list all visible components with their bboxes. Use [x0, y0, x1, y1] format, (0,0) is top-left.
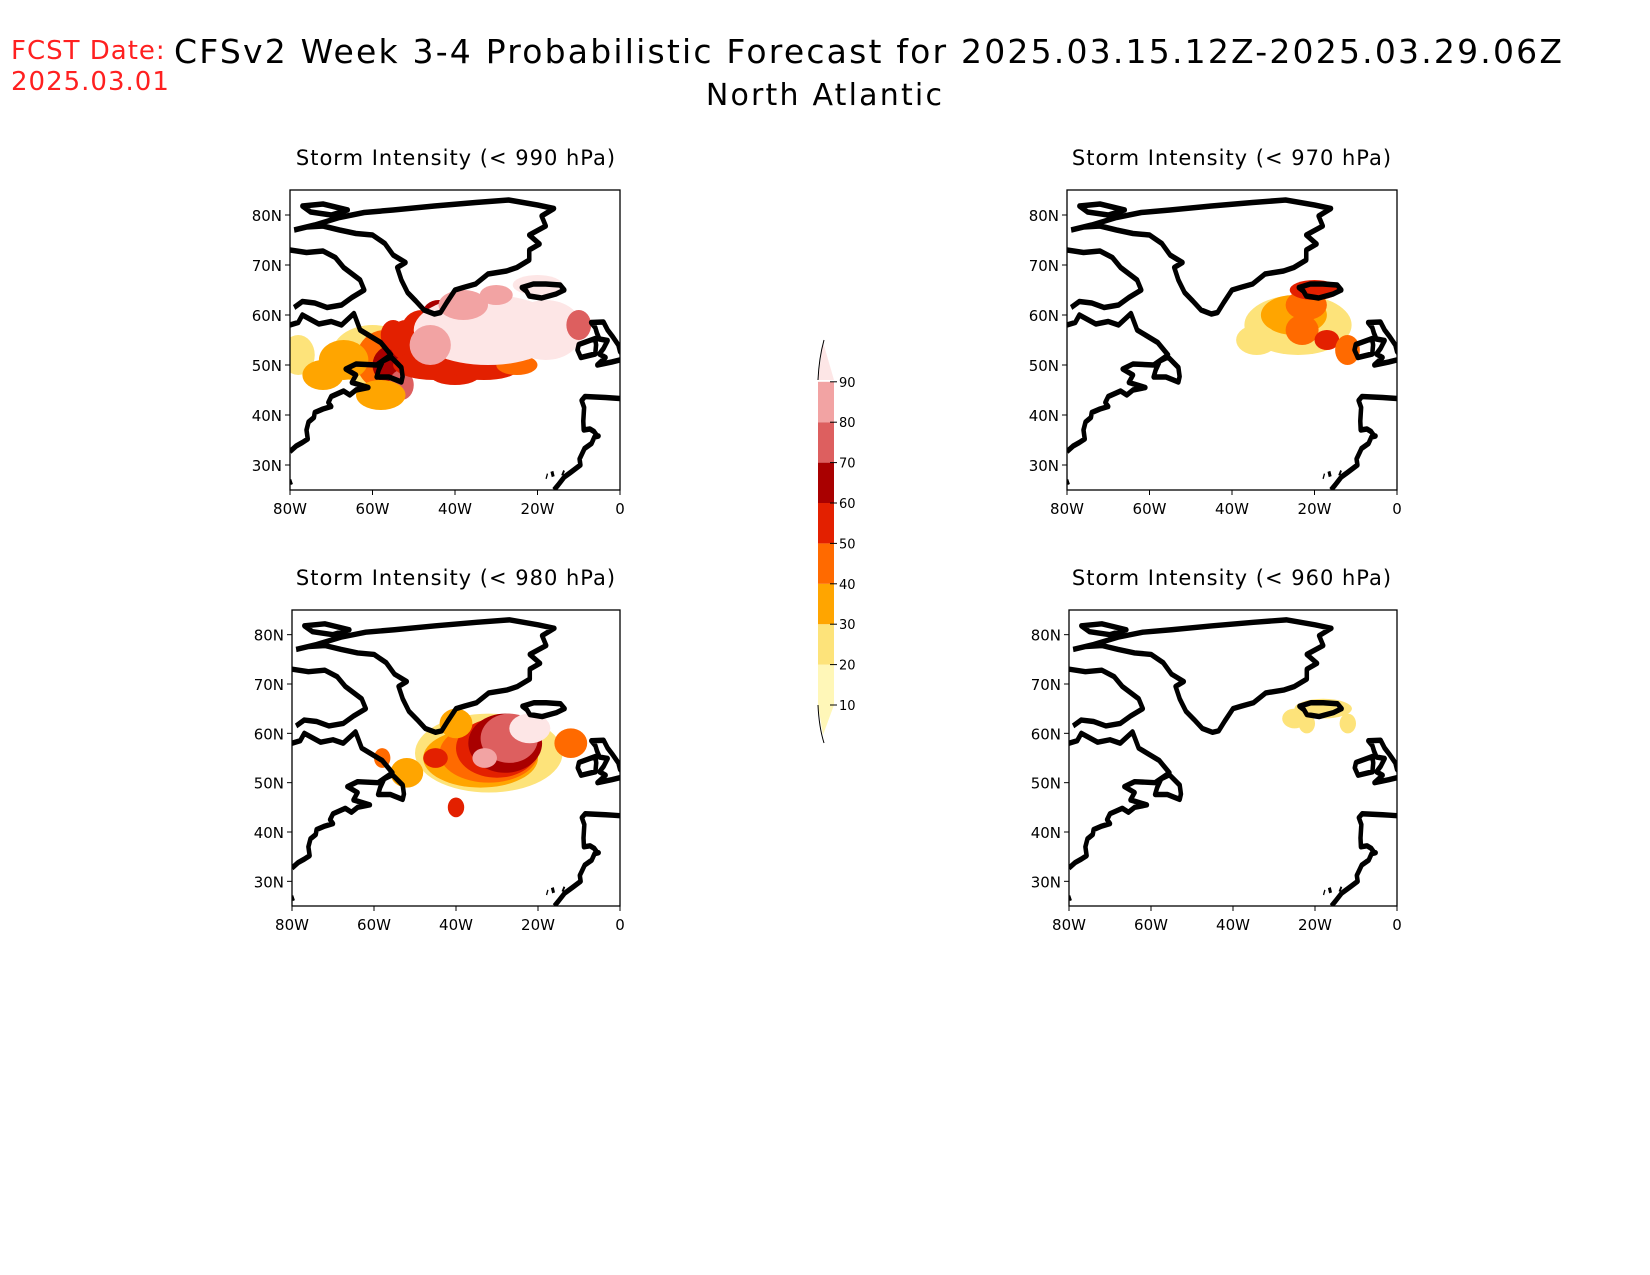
probability-contour — [302, 360, 344, 390]
coastline — [1069, 620, 1403, 906]
lat-tick-label: 80N — [1029, 207, 1059, 225]
probability-contour — [390, 758, 424, 788]
lon-tick-label: 20W — [521, 916, 555, 934]
panel-title: Storm Intensity (< 980 hPa) — [296, 566, 616, 590]
lat-tick-label: 40N — [252, 407, 282, 425]
probability-contour — [1285, 315, 1319, 345]
forecast-date-label: FCST Date: — [11, 36, 166, 66]
lat-tick-label: 50N — [254, 775, 284, 793]
lat-tick-label: 40N — [254, 824, 284, 842]
probability-contour — [423, 748, 448, 768]
probability-contour — [509, 713, 551, 744]
colorbar-swatch — [818, 664, 834, 705]
lat-tick-label: 80N — [1031, 627, 1061, 645]
probability-contour — [566, 310, 592, 340]
lon-tick-label: 40W — [1216, 916, 1250, 934]
probability-contour — [380, 320, 406, 350]
colorbar: 10 20 30 40 50 60 70 80 90 — [817, 339, 856, 744]
lon-tick-label: 60W — [1134, 916, 1168, 934]
probability-field — [374, 708, 588, 818]
probability-contour — [447, 797, 465, 818]
colorbar-label: 60 — [839, 497, 856, 512]
probability-contour — [472, 748, 498, 768]
colorbar-swatch — [818, 624, 834, 665]
lon-tick-label: 40W — [439, 916, 473, 934]
panel-title: Storm Intensity (< 960 hPa) — [1072, 566, 1392, 590]
colorbar-swatch — [818, 503, 834, 544]
lon-tick-label: 60W — [1133, 500, 1167, 518]
lat-tick-label: 60N — [252, 307, 282, 325]
lat-tick-label: 70N — [252, 257, 282, 275]
probability-contour — [508, 300, 583, 360]
probability-contour — [439, 708, 473, 739]
panel-title: Storm Intensity (< 970 hPa) — [1072, 146, 1392, 170]
region-subtitle: North Atlantic — [705, 78, 945, 113]
lat-tick-label: 60N — [1029, 307, 1059, 325]
probability-contour — [409, 325, 451, 365]
lon-tick-label: 80W — [273, 500, 307, 518]
colorbar-label: 10 — [839, 699, 856, 714]
panel-title: Storm Intensity (< 990 hPa) — [296, 146, 616, 170]
lat-tick-label: 40N — [1029, 407, 1059, 425]
probability-contour — [1236, 325, 1278, 355]
colorbar-label: 40 — [839, 578, 856, 593]
map-frame — [1068, 609, 1398, 907]
lat-tick-label: 60N — [254, 725, 284, 743]
lat-tick-label: 30N — [1029, 457, 1059, 475]
colorbar-swatch — [818, 381, 834, 423]
lon-tick-label: 0 — [1392, 916, 1402, 934]
probability-contour — [1314, 330, 1340, 350]
colorbar-label: 50 — [839, 537, 856, 552]
lat-tick-label: 40N — [1031, 824, 1061, 842]
probability-contour — [554, 728, 588, 758]
colorbar-label: 20 — [839, 659, 856, 674]
colorbar-swatch — [818, 422, 834, 463]
map-panel-p970: Storm Intensity (< 970 hPa) 80W 60W 40W 20W 0… — [1029, 146, 1402, 518]
lon-tick-label: 60W — [356, 500, 390, 518]
lat-tick-label: 60N — [1031, 725, 1061, 743]
map-panel-p960: Storm Intensity (< 960 hPa) 80W 60W 40W 20W 0… — [1031, 566, 1403, 934]
map-panel-p980: Storm Intensity (< 980 hPa) 80W 60W 40W 20W 0… — [254, 566, 625, 934]
colorbar-label: 80 — [839, 416, 856, 431]
colorbar-label: 30 — [839, 618, 856, 633]
lon-tick-label: 40W — [1215, 500, 1249, 518]
colorbar-swatch — [818, 462, 834, 503]
lon-tick-label: 0 — [615, 500, 625, 518]
probability-contour — [1339, 713, 1357, 734]
lon-tick-label: 80W — [1050, 500, 1084, 518]
lon-tick-label: 0 — [615, 916, 625, 934]
lat-tick-label: 30N — [1031, 873, 1061, 891]
lat-tick-label: 80N — [252, 207, 282, 225]
lat-tick-label: 70N — [254, 676, 284, 694]
lat-tick-label: 30N — [254, 873, 284, 891]
lon-tick-label: 20W — [1298, 916, 1332, 934]
lat-tick-label: 50N — [252, 357, 282, 375]
lon-tick-label: 80W — [275, 916, 309, 934]
probability-contour — [479, 285, 513, 305]
lon-tick-label: 20W — [521, 500, 555, 518]
lat-tick-label: 70N — [1031, 676, 1061, 694]
probability-contour — [1298, 713, 1316, 734]
page-title: CFSv2 Week 3-4 Probabilistic Forecast fo… — [174, 32, 1565, 71]
probability-contour — [1335, 335, 1360, 365]
lat-tick-label: 50N — [1029, 357, 1059, 375]
lon-tick-label: 40W — [438, 500, 472, 518]
map-panel-p990: Storm Intensity (< 990 hPa) 80W 60W 40W 20W 0… — [252, 146, 625, 518]
lon-tick-label: 20W — [1298, 500, 1332, 518]
forecast-date-value: 2025.03.01 — [11, 67, 170, 97]
colorbar-label: 70 — [839, 457, 856, 472]
colorbar-swatch — [818, 583, 834, 625]
lat-tick-label: 70N — [1029, 257, 1059, 275]
lat-tick-label: 80N — [254, 627, 284, 645]
lon-tick-label: 60W — [357, 916, 391, 934]
lon-tick-label: 80W — [1052, 916, 1086, 934]
colorbar-label: 90 — [839, 376, 856, 391]
lon-tick-label: 0 — [1392, 500, 1402, 518]
lat-tick-label: 50N — [1031, 775, 1061, 793]
colorbar-swatch — [818, 543, 834, 584]
lat-tick-label: 30N — [252, 457, 282, 475]
